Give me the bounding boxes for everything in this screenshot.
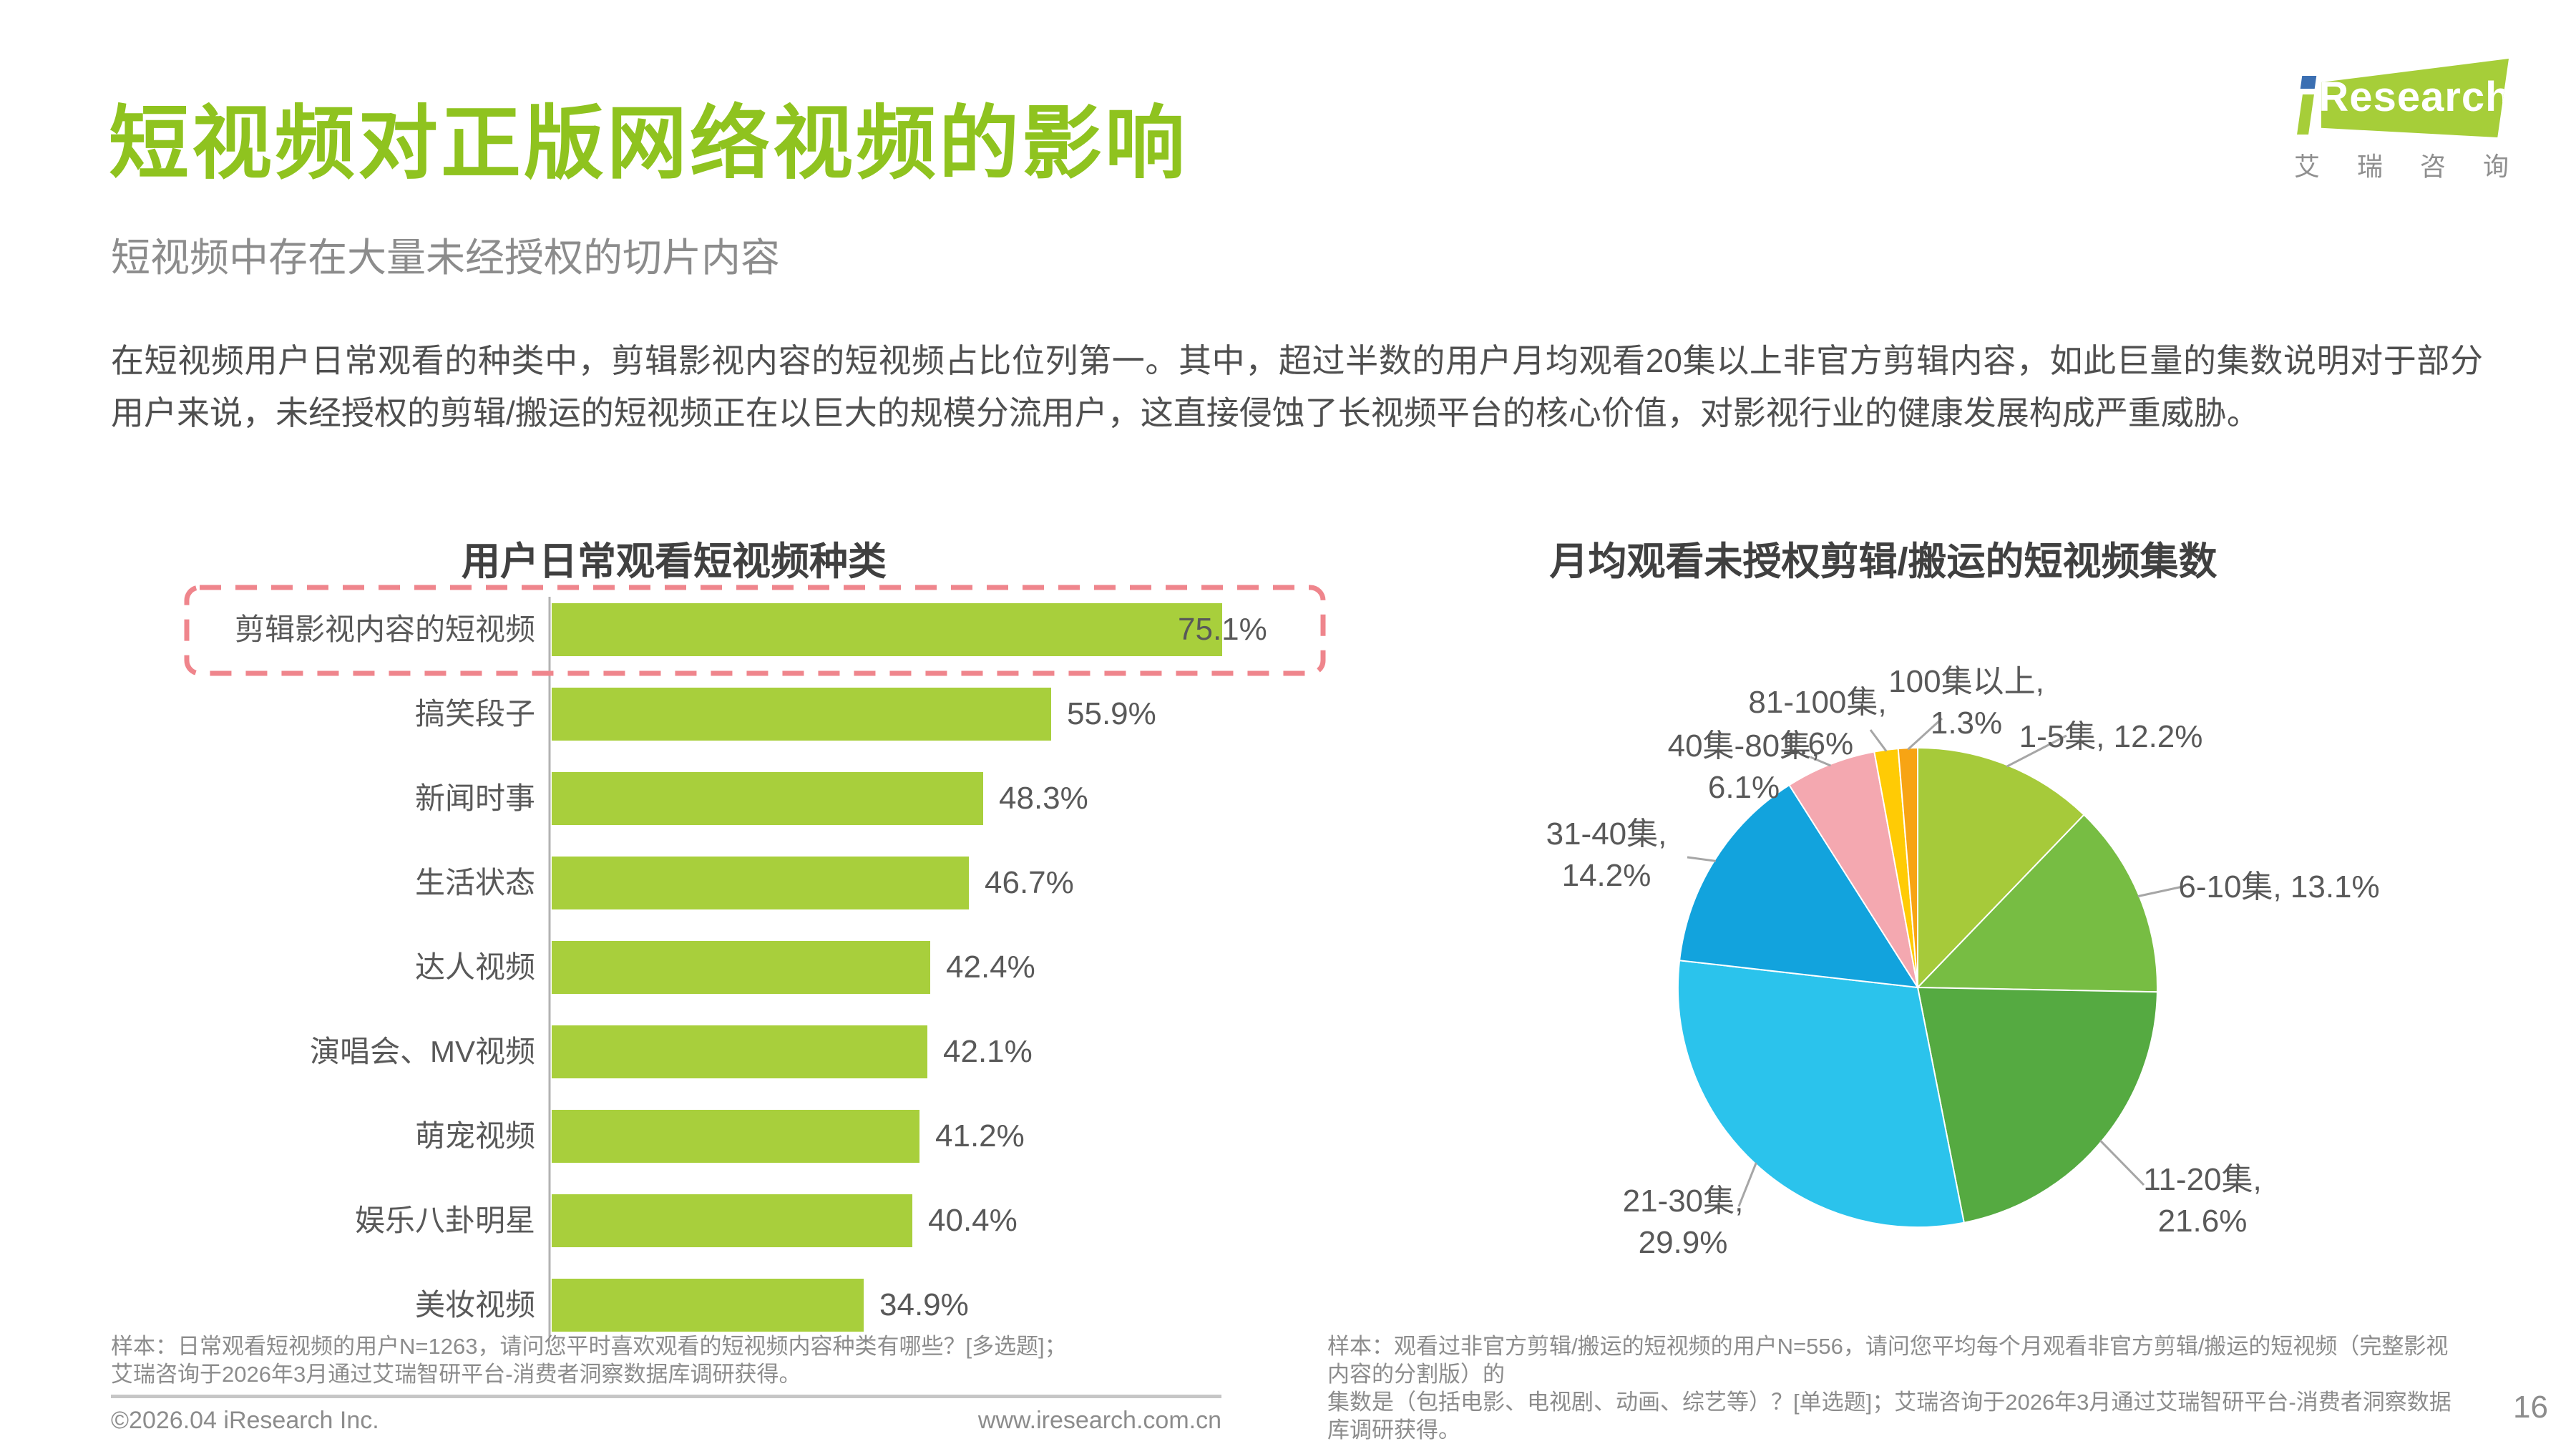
bar-剪辑影视内容的短视频 (552, 603, 1222, 656)
bar-新闻时事 (552, 772, 983, 825)
bar-value-label: 42.4% (946, 950, 1035, 985)
bar-演唱会、MV视频 (552, 1025, 927, 1078)
logo-chinese-text: 艾瑞咨询 (2294, 152, 2547, 181)
bar-搞笑段子 (552, 688, 1051, 741)
bar-category-label: 萌宠视频 (414, 1119, 535, 1153)
bar-value-label: 40.4% (928, 1203, 1018, 1238)
logo-i-dot-icon (2300, 76, 2317, 89)
page-number: 16 (2513, 1390, 2548, 1425)
logo-flag-icon: Research (2321, 59, 2509, 137)
bar-娱乐八卦明星 (552, 1194, 912, 1247)
bar-萌宠视频 (552, 1110, 919, 1163)
bar-value-label: 34.9% (879, 1287, 969, 1322)
sample-note-left-line1: 样本：日常观看短视频的用户N=1263，请问您平时喜欢观看的短视频内容种类有哪些… (111, 1334, 1067, 1359)
copyright-left: ©2026.04 iResearch Inc. (111, 1407, 379, 1434)
iresearch-logo: Research 艾瑞咨询 (2290, 57, 2519, 181)
pie-label-21-30集: 21-30集, 29.9% (1622, 1184, 1744, 1260)
bar-category-label: 搞笑段子 (414, 697, 535, 731)
sample-note-right-line1: 样本：观看过非官方剪辑/搬运的短视频的用户N=556，请问您平均每个月观看非官方… (1327, 1334, 2449, 1387)
pie-chart-title: 月均观看未授权剪辑/搬运的短视频集数 (1549, 540, 2218, 583)
bar-value-label: 46.7% (985, 865, 1074, 900)
bar-达人视频 (552, 941, 930, 994)
bar-category-label: 娱乐八卦明星 (354, 1204, 535, 1237)
pie-label-1-5集: 1-5集, 12.2% (2019, 719, 2203, 754)
footer-right: 样本：观看过非官方剪辑/搬运的短视频的用户N=556，请问您平均每个月观看非官方… (1327, 1332, 2467, 1449)
pie-slice-1-5集 (1917, 746, 2085, 990)
pie-label-81-100集: 81-100集, 1.6% (1748, 685, 1887, 761)
footer-left: 样本：日常观看短视频的用户N=1263，请问您平时喜欢观看的短视频内容种类有哪些… (111, 1332, 1221, 1435)
bar-category-label: 达人视频 (414, 950, 535, 984)
intro-paragraph: 在短视频用户日常观看的种类中，剪辑影视内容的短视频占比位列第一。其中，超过半数的… (111, 342, 2483, 431)
page-title: 短视频对正版网络视频的影响 (109, 99, 1188, 188)
bar-value-label: 42.1% (943, 1034, 1033, 1069)
footer-divider-left (111, 1395, 1221, 1398)
bar-value-label: 55.9% (1067, 696, 1156, 731)
logo-i-stem-icon (2297, 94, 2314, 135)
bar-chart-title: 用户日常观看短视频种类 (462, 540, 887, 583)
sample-note-right-line2: 集数是（包括电影、电视剧、动画、综艺等）？[单选题]；艾瑞咨询于2026年3月通… (1327, 1390, 2451, 1443)
page-subtitle: 短视频中存在大量未经授权的切片内容 (111, 235, 781, 280)
pie-label-100集以上: 100集以上, 1.3% (1888, 664, 2044, 741)
logo-brand-text: Research (2318, 73, 2512, 120)
pie-label-6-10集: 6-10集, 13.1% (2178, 869, 2380, 904)
bar-category-label: 美妆视频 (414, 1288, 535, 1322)
bar-value-label: 75.1% (1178, 612, 1267, 647)
bar-美妆视频 (552, 1279, 864, 1332)
bar-value-label: 48.3% (999, 781, 1088, 816)
pie-label-31-40集: 31-40集, 14.2% (1546, 816, 1667, 893)
site-url-left: www.iresearch.com.cn (977, 1407, 1221, 1434)
bar-category-label: 生活状态 (414, 866, 535, 899)
bar-category-label: 演唱会、MV视频 (309, 1035, 535, 1068)
pie-label-40集-80集: 40集-80集, 6.1% (1667, 728, 1820, 805)
bar-生活状态 (552, 857, 969, 909)
sample-note-right: 样本：观看过非官方剪辑/搬运的短视频的用户N=556，请问您平均每个月观看非官方… (1327, 1332, 2467, 1444)
sample-note-left-line2: 艾瑞咨询于2026年3月通过艾瑞智研平台-消费者洞察数据库调研获得。 (111, 1362, 801, 1387)
pie-label-11-20集: 11-20集, 21.6% (2143, 1162, 2262, 1239)
bar-category-label: 剪辑影视内容的短视频 (234, 613, 535, 646)
bar-category-label: 新闻时事 (414, 781, 535, 815)
sample-note-left: 样本：日常观看短视频的用户N=1263，请问您平时喜欢观看的短视频内容种类有哪些… (111, 1332, 1221, 1388)
bar-value-label: 41.2% (935, 1118, 1025, 1153)
